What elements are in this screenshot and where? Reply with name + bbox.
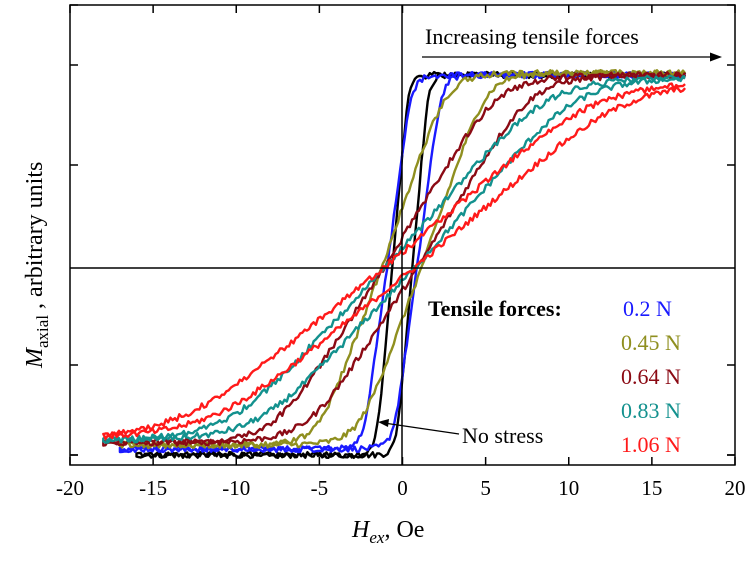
no-stress-pointer-line xyxy=(383,422,460,435)
x-axis-ticks: -20 -15 -10 -5 0 5 10 15 20 xyxy=(56,5,746,500)
legend-title: Tensile forces: xyxy=(428,296,562,321)
x-tick-label: 0 xyxy=(397,476,408,500)
annotation-arrow-head xyxy=(710,52,722,62)
y-axis-rest: , arbitrary units xyxy=(22,162,48,315)
no-stress-pointer-head xyxy=(378,419,389,427)
x-tick-label: 15 xyxy=(641,476,662,500)
legend-entry: 0.64 N xyxy=(621,364,681,389)
legend-entry: 0.2 N xyxy=(623,296,672,321)
x-tick-label: -20 xyxy=(56,476,84,500)
legend-entry: 1.06 N xyxy=(621,432,681,457)
x-axis-label: Hex, Oe xyxy=(351,517,424,547)
legend-entry: 0.45 N xyxy=(621,330,681,355)
legend: 0.2 N 0.45 N 0.64 N 0.83 N 1.06 N xyxy=(621,296,681,457)
x-tick-label: -5 xyxy=(311,476,329,500)
x-tick-label: 5 xyxy=(480,476,491,500)
y-axis-symbol: M xyxy=(22,346,48,369)
y-axis-label: Maxial , arbitrary units xyxy=(22,162,52,369)
x-tick-label: 20 xyxy=(725,476,746,500)
annotation-no-stress: No stress xyxy=(462,423,543,448)
loop-curves xyxy=(102,69,687,460)
legend-entry: 0.83 N xyxy=(621,398,681,423)
x-axis-symbol: H xyxy=(351,517,371,543)
x-axis-subscript: ex xyxy=(369,528,385,547)
x-axis-unit: , Oe xyxy=(384,517,424,543)
x-tick-label: -15 xyxy=(139,476,167,500)
loop-curve xyxy=(135,70,687,460)
y-axis-ticks xyxy=(70,4,735,456)
x-tick-label: -10 xyxy=(222,476,250,500)
loop-curve xyxy=(102,82,687,440)
annotation-increasing: Increasing tensile forces xyxy=(425,24,639,49)
loop-curve xyxy=(102,74,686,444)
x-tick-label: 10 xyxy=(558,476,579,500)
y-axis-subscript: axial xyxy=(33,315,52,348)
